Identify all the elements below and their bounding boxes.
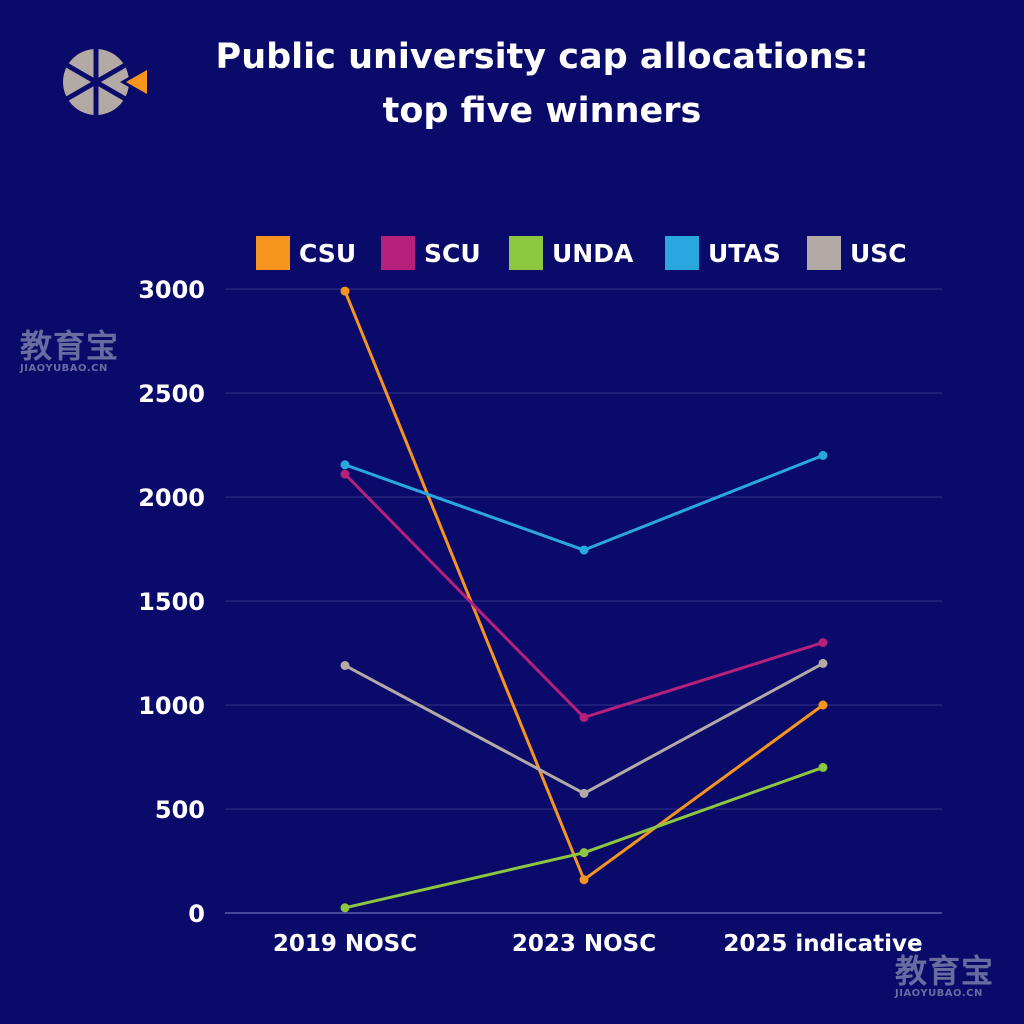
data-point-csu — [579, 875, 589, 885]
legend-label-usc: USC — [850, 239, 907, 268]
y-tick-label: 1000 — [138, 692, 205, 720]
data-point-usc — [340, 660, 350, 670]
y-tick-label: 2000 — [138, 484, 205, 512]
watermark-cn: 教育宝 — [895, 952, 995, 990]
data-point-utas — [579, 545, 589, 555]
series-lines — [340, 286, 828, 913]
series-line-unda — [344, 765, 824, 910]
legend: CSU SCU UNDA UTAS USC — [256, 236, 907, 270]
legend-label-csu: CSU — [299, 239, 356, 268]
y-tick-label: 2500 — [138, 380, 205, 408]
series-line-scu — [343, 473, 824, 719]
data-point-csu — [818, 700, 828, 710]
data-point-usc — [579, 788, 589, 798]
y-tick-label: 0 — [188, 900, 205, 928]
series-line-usc — [344, 662, 824, 795]
chart-title-line-2: top five winners — [382, 91, 702, 131]
data-point-utas — [818, 450, 828, 460]
watermark-right: 教育宝 JIAOYUBAO.CN — [895, 955, 994, 999]
chart-title-line-1: Public university cap allocations: — [215, 37, 869, 77]
chart-title: Public university cap allocations: top f… — [150, 30, 934, 138]
y-tick-label: 500 — [155, 796, 205, 824]
watermark-en: JIAOYUBAO.CN — [895, 988, 983, 999]
x-tick-label: 2023 NOSC — [512, 931, 656, 957]
watermark-cn: 教育宝 — [20, 327, 120, 365]
data-point-unda — [579, 848, 589, 858]
x-tick-label: 2019 NOSC — [273, 931, 417, 957]
data-point-scu — [579, 712, 589, 722]
y-tick-label: 3000 — [138, 276, 205, 304]
wheel-arrow-logo-icon — [63, 46, 147, 118]
legend-label-utas: UTAS — [708, 239, 781, 268]
legend-label-scu: SCU — [424, 239, 481, 268]
legend-swatch-utas — [665, 236, 699, 270]
legend-swatch-unda — [509, 236, 543, 270]
data-point-utas — [340, 460, 350, 470]
x-axis-ticks: 2019 NOSC 2023 NOSC 2025 indicative — [273, 931, 923, 957]
legend-swatch-usc — [807, 236, 841, 270]
legend-swatch-scu — [381, 236, 415, 270]
watermark-left: 教育宝 JIAOYUBAO.CN — [20, 330, 119, 374]
gridlines — [225, 288, 942, 914]
watermark-en: JIAOYUBAO.CN — [20, 363, 108, 374]
data-point-unda — [340, 903, 350, 913]
y-axis-ticks: 0 500 1000 1500 2000 2500 3000 — [138, 276, 205, 928]
data-point-scu — [340, 469, 350, 479]
data-point-usc — [818, 658, 828, 668]
x-tick-label: 2025 indicative — [723, 931, 922, 957]
y-tick-label: 1500 — [138, 588, 205, 616]
data-point-unda — [818, 762, 828, 772]
legend-label-unda: UNDA — [552, 239, 634, 268]
legend-swatch-csu — [256, 236, 290, 270]
data-point-csu — [340, 286, 350, 296]
data-point-scu — [818, 638, 828, 648]
